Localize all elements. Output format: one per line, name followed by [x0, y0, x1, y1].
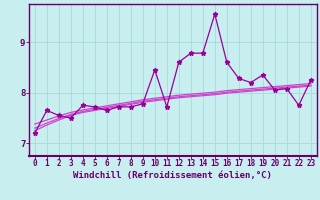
X-axis label: Windchill (Refroidissement éolien,°C): Windchill (Refroidissement éolien,°C) [73, 171, 272, 180]
